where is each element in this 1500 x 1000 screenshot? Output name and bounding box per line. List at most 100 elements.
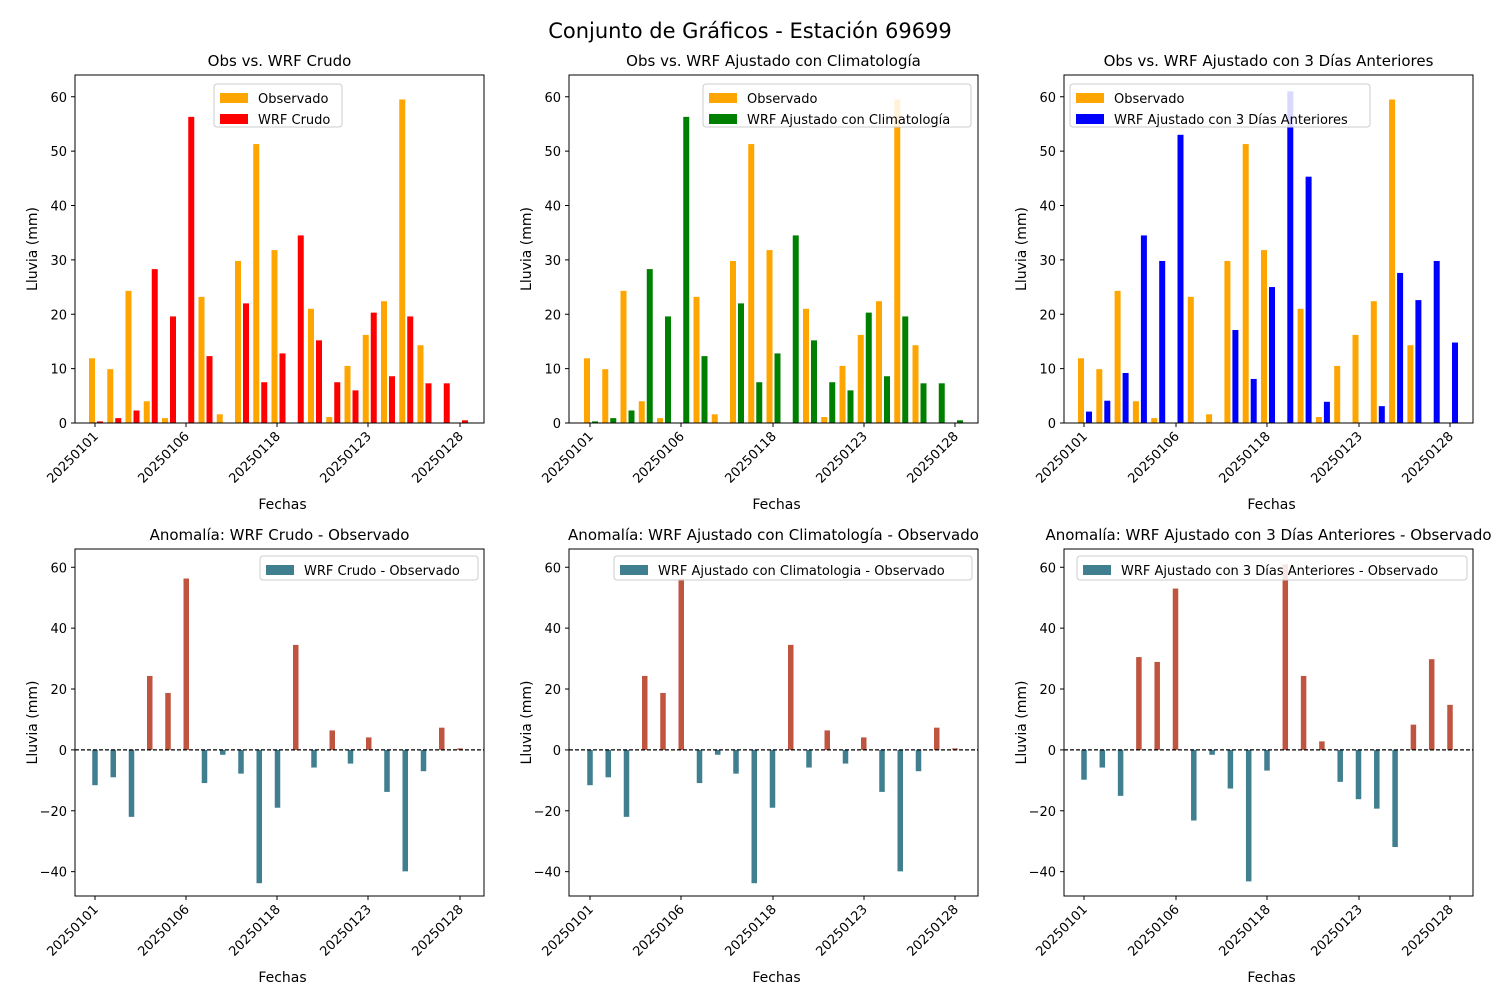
- bar-observado: [253, 144, 260, 423]
- legend: WRF Crudo - Observado: [259, 555, 479, 581]
- y-tick-label: 60: [544, 561, 561, 576]
- y-tick-label: 0: [553, 744, 561, 759]
- legend-swatch: [709, 114, 737, 124]
- anomaly-bar: [1337, 749, 1343, 782]
- anomaly-bar: [1191, 749, 1197, 821]
- anomaly-bar: [128, 749, 135, 817]
- y-tick-label: −20: [1029, 805, 1056, 820]
- x-tick-label: 20250128: [1399, 429, 1456, 486]
- bar-wrf: [829, 382, 836, 423]
- bar-wrf: [1269, 287, 1275, 423]
- y-tick-label: 0: [553, 417, 561, 432]
- legend-swatch: [1083, 565, 1111, 575]
- x-axis-label: Fechas: [752, 497, 800, 513]
- anomaly-bar: [1172, 588, 1179, 750]
- legend-label: WRF Ajustado con 3 Días Anteriores: [1114, 113, 1348, 128]
- y-tick-label: 30: [1039, 254, 1056, 269]
- y-tick-label: 20: [50, 308, 67, 323]
- x-tick-label: 20250128: [409, 429, 466, 486]
- anomaly-bar: [678, 578, 684, 750]
- legend-swatch: [709, 93, 737, 103]
- bar-observado: [748, 144, 755, 423]
- legend-swatch: [1076, 114, 1104, 124]
- bar-observado: [711, 414, 718, 423]
- anomaly-bar: [642, 675, 648, 750]
- x-tick-label: 20250118: [226, 429, 283, 486]
- bar-wrf: [1397, 272, 1404, 423]
- anomaly-bar: [420, 749, 427, 772]
- anomaly-bar: [915, 749, 922, 772]
- legend-label: WRF Crudo - Observado: [304, 564, 460, 579]
- bar-observado: [730, 260, 736, 423]
- y-tick-label: 30: [544, 254, 561, 269]
- x-tick-label: 20250101: [1033, 902, 1090, 959]
- y-tick-label: 50: [544, 145, 561, 160]
- bar-observado: [803, 308, 809, 423]
- y-tick-label: 60: [50, 91, 67, 106]
- x-axis-label: Fechas: [258, 497, 306, 513]
- y-axis-label: Lluvia (mm): [519, 681, 535, 765]
- y-tick-label: 60: [544, 91, 561, 106]
- legend-box: [259, 555, 479, 581]
- bar-observado: [399, 99, 406, 423]
- bar-wrf: [407, 316, 414, 423]
- legend: Observado WRF Ajustado con 3 Días Anterio…: [1069, 83, 1371, 128]
- bar-observado: [362, 334, 369, 423]
- anomaly-bar: [879, 749, 885, 792]
- bar-wrf: [243, 303, 249, 424]
- x-tick-label: 20250101: [539, 429, 596, 486]
- axes-frame: [568, 548, 979, 897]
- y-tick-label: 20: [1039, 308, 1056, 323]
- anomaly-bar: [1410, 724, 1417, 750]
- bar-wrf: [1433, 260, 1440, 423]
- anomaly-bar: [439, 727, 445, 750]
- bar-observado: [693, 296, 700, 423]
- bar-observado: [602, 369, 609, 423]
- anomaly-bar: [238, 749, 244, 774]
- axes-frame: [74, 548, 485, 897]
- bar-wrf: [738, 303, 744, 424]
- x-tick-label: 20250128: [409, 902, 466, 959]
- x-tick-label: 20250118: [1216, 429, 1273, 486]
- x-tick-label: 20250123: [1308, 902, 1365, 959]
- legend-swatch: [220, 93, 248, 103]
- bar-observado: [1132, 401, 1139, 423]
- y-tick-label: 10: [544, 363, 561, 378]
- y-tick-label: 60: [50, 561, 67, 576]
- bar-observado: [1334, 365, 1341, 423]
- y-tick-label: 20: [1039, 683, 1056, 698]
- bar-observado: [1389, 99, 1396, 423]
- legend-swatch: [266, 565, 294, 575]
- bar-wrf: [1177, 134, 1184, 423]
- y-tick-label: 0: [1048, 417, 1056, 432]
- bar-wrf: [592, 421, 598, 423]
- bar-wrf: [297, 235, 304, 423]
- x-tick-label: 20250128: [1399, 902, 1456, 959]
- y-axis-label: Lluvia (mm): [1014, 681, 1030, 765]
- bar-observado: [1114, 290, 1121, 423]
- bar-wrf: [133, 410, 140, 423]
- x-tick-label: 20250123: [317, 429, 374, 486]
- anomaly-bar: [1392, 749, 1398, 847]
- bar-observado: [821, 417, 828, 423]
- bar-wrf: [1250, 378, 1257, 423]
- bar-observado: [839, 365, 846, 423]
- bar-wrf: [1122, 372, 1129, 423]
- bar-observado: [620, 290, 627, 423]
- anomaly-bar: [1374, 749, 1380, 809]
- bar-wrf: [884, 376, 890, 423]
- bar-wrf: [756, 382, 763, 423]
- anomaly-bar: [842, 749, 849, 764]
- bar-wrf: [665, 316, 671, 423]
- bar-observado: [1352, 334, 1359, 423]
- anomaly-bar: [147, 675, 153, 750]
- legend-label: Observado: [747, 92, 818, 107]
- x-tick-label: 20250123: [317, 902, 374, 959]
- bar-observado: [308, 308, 314, 423]
- anomaly-bar: [605, 749, 611, 778]
- bar-observado: [1187, 296, 1194, 423]
- bar-observado: [894, 99, 901, 423]
- anomaly-bar: [660, 692, 666, 750]
- anomaly-bar: [1355, 749, 1362, 800]
